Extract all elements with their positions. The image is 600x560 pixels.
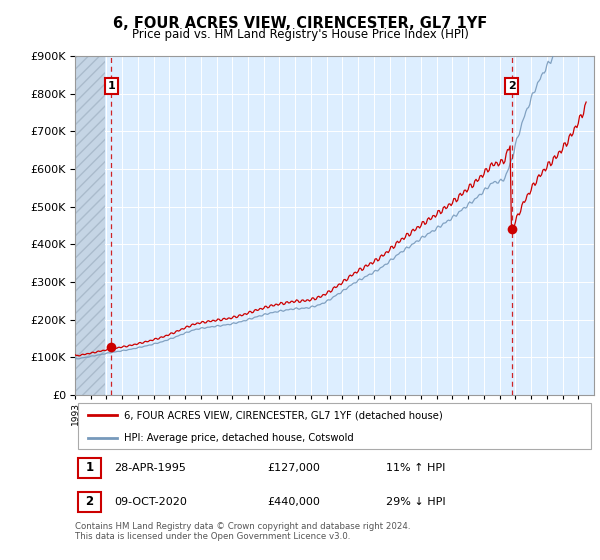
Text: 11% ↑ HPI: 11% ↑ HPI [386, 463, 446, 473]
FancyBboxPatch shape [77, 404, 592, 449]
Text: 29% ↓ HPI: 29% ↓ HPI [386, 497, 446, 507]
Text: 1: 1 [85, 461, 94, 474]
Text: Price paid vs. HM Land Registry's House Price Index (HPI): Price paid vs. HM Land Registry's House … [131, 28, 469, 41]
Text: £440,000: £440,000 [267, 497, 320, 507]
Text: 2: 2 [508, 81, 515, 91]
Text: 28-APR-1995: 28-APR-1995 [114, 463, 186, 473]
Text: 2: 2 [85, 496, 94, 508]
Text: £127,000: £127,000 [267, 463, 320, 473]
Text: 09-OCT-2020: 09-OCT-2020 [114, 497, 187, 507]
Text: 6, FOUR ACRES VIEW, CIRENCESTER, GL7 1YF: 6, FOUR ACRES VIEW, CIRENCESTER, GL7 1YF [113, 16, 487, 31]
FancyBboxPatch shape [77, 492, 101, 512]
FancyBboxPatch shape [77, 458, 101, 478]
Text: 6, FOUR ACRES VIEW, CIRENCESTER, GL7 1YF (detached house): 6, FOUR ACRES VIEW, CIRENCESTER, GL7 1YF… [124, 410, 443, 421]
Text: HPI: Average price, detached house, Cotswold: HPI: Average price, detached house, Cots… [124, 433, 354, 444]
Text: 1: 1 [107, 81, 115, 91]
Bar [75, 56, 105, 395]
Text: Contains HM Land Registry data © Crown copyright and database right 2024.
This d: Contains HM Land Registry data © Crown c… [75, 522, 410, 542]
